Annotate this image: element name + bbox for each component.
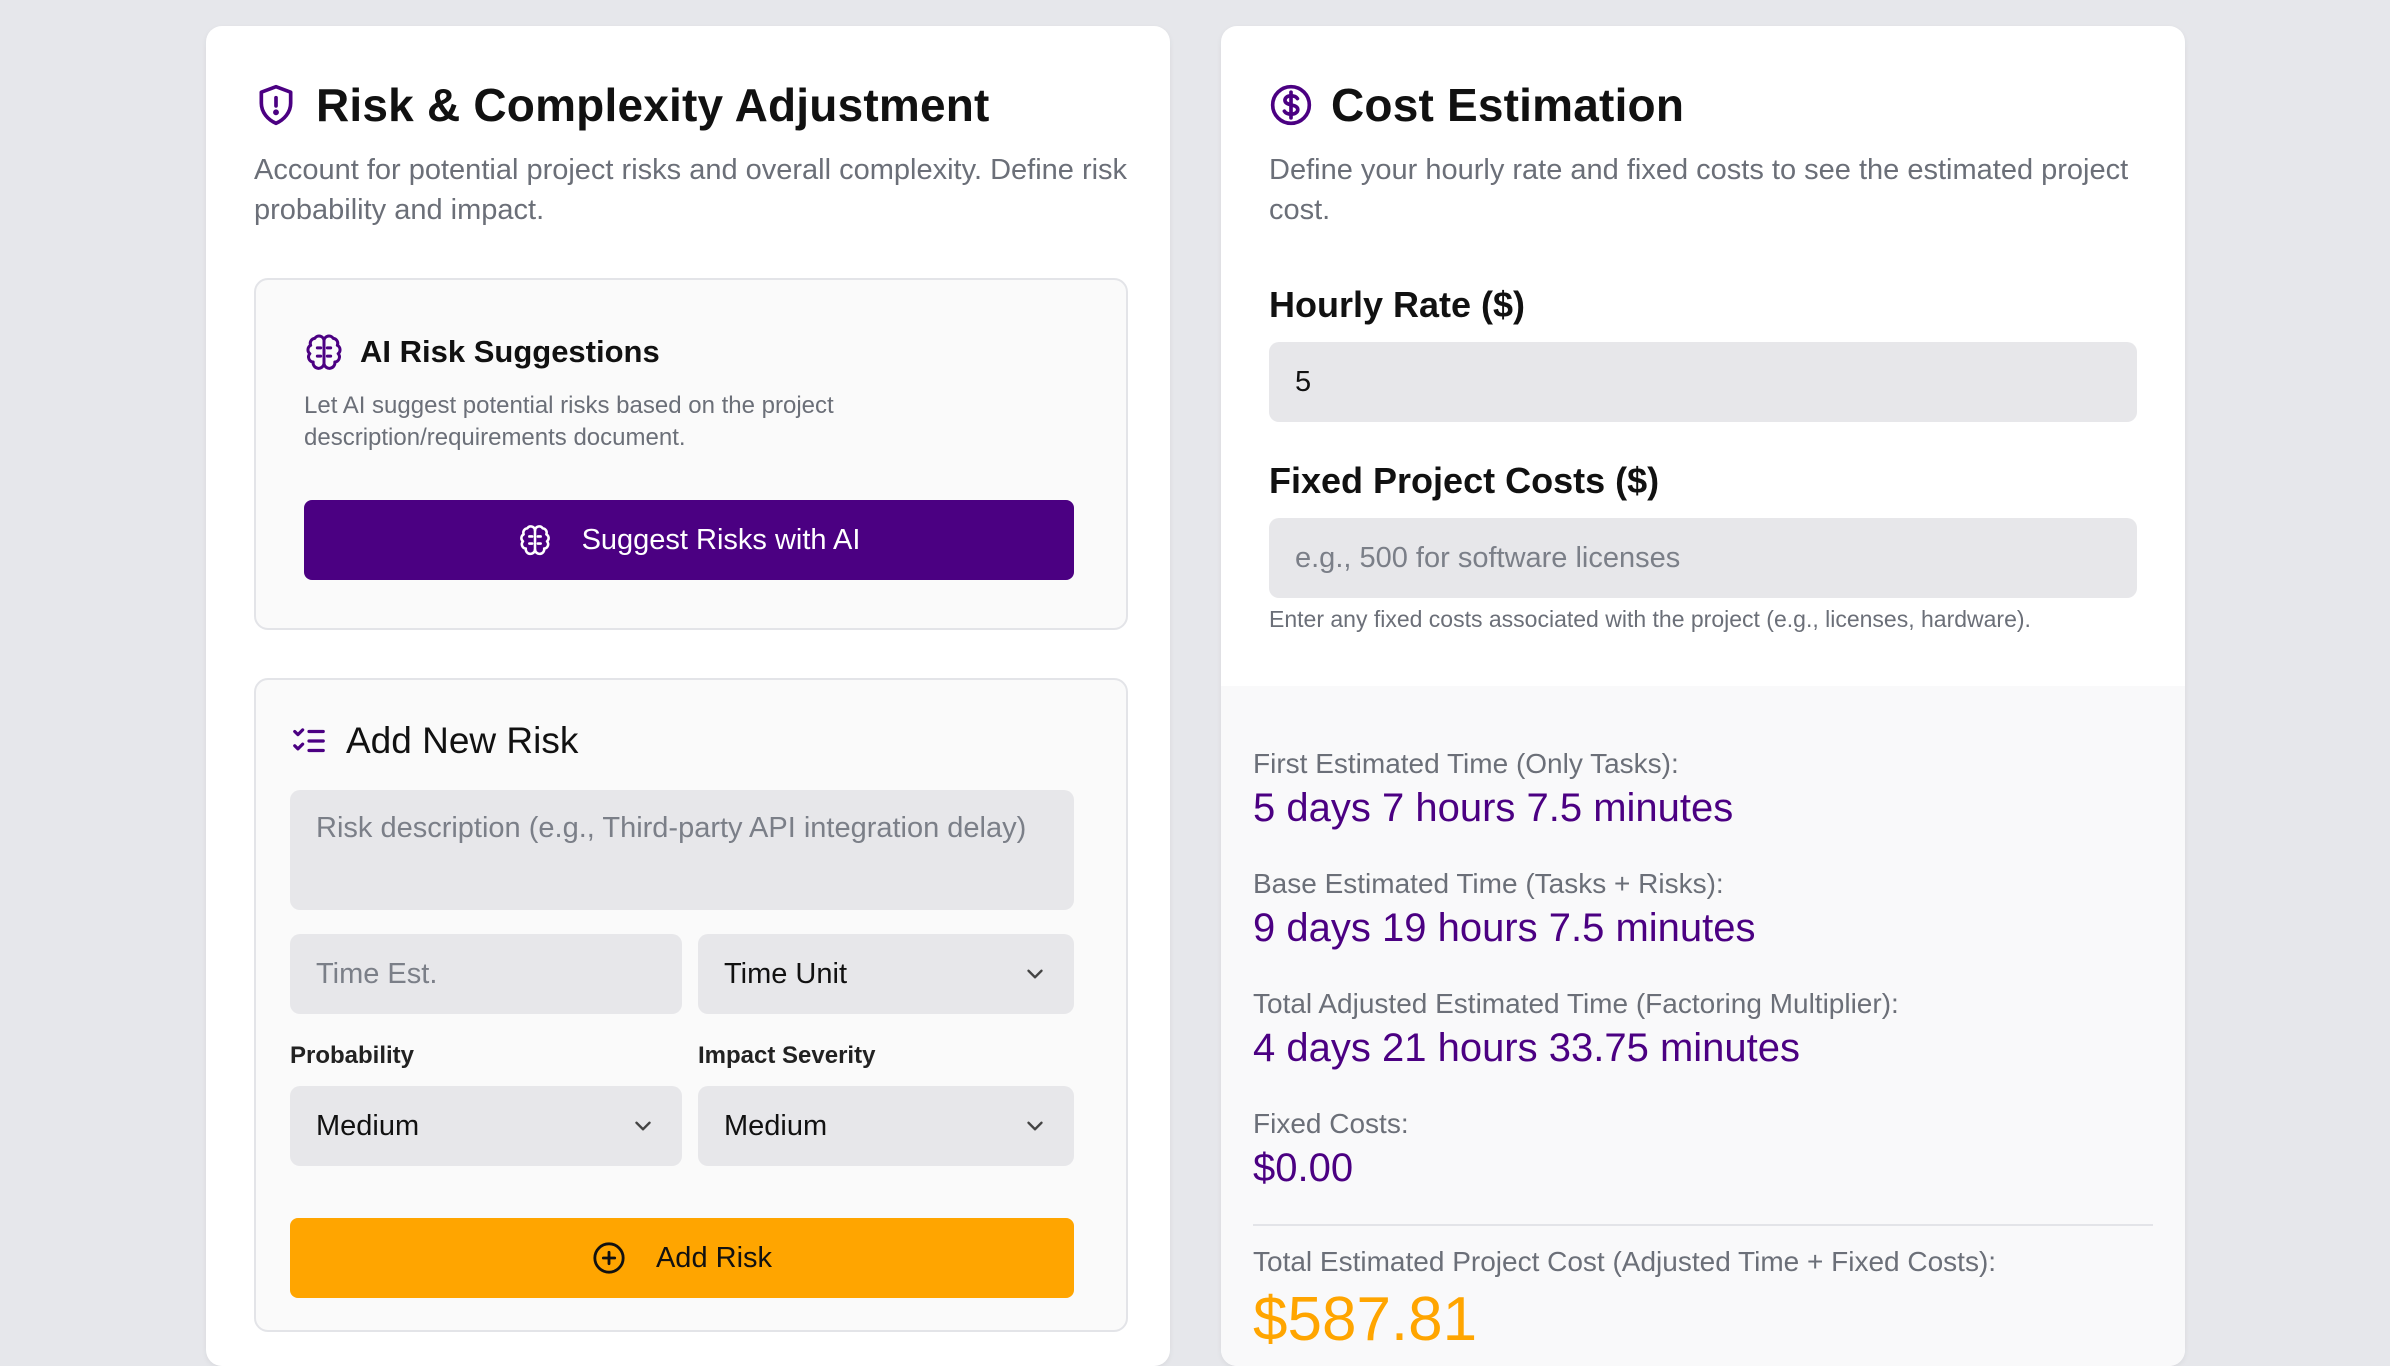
add-risk-header: Add New Risk — [290, 720, 578, 762]
probability-select[interactable]: Medium — [290, 1086, 682, 1166]
impact-severity-label: Impact Severity — [698, 1042, 876, 1069]
suggest-risks-button[interactable]: Suggest Risks with AI — [304, 500, 1074, 580]
first-estimate-label: First Estimated Time (Only Tasks): — [1253, 748, 1679, 779]
hourly-rate-value: 5 — [1295, 365, 1312, 398]
shield-alert-icon — [259, 84, 293, 126]
fixed-costs-hint: Enter any fixed costs associated with th… — [1269, 606, 2031, 632]
add-new-risk-panel: Add New Risk Risk description (e.g., Thi… — [254, 678, 1128, 1332]
time-unit-select[interactable]: Time Unit — [698, 934, 1074, 1014]
suggest-risks-label: Suggest Risks with AI — [581, 523, 861, 556]
impact-severity-value: Medium — [724, 1109, 828, 1142]
results-divider — [1253, 1224, 2153, 1226]
ai-risk-suggestions-panel: AI Risk Suggestions Let AI suggest poten… — [254, 278, 1128, 630]
probability-value: Medium — [316, 1109, 420, 1142]
risk-complexity-card: Risk & Complexity Adjustment Account for… — [206, 26, 1170, 1366]
plus-circle-icon — [593, 1242, 625, 1274]
chevron-down-icon — [635, 1121, 651, 1131]
cost-card-description: Define your hourly rate and fixed costs … — [1269, 154, 2129, 226]
total-cost-value: $587.81 — [1253, 1285, 1478, 1354]
hourly-rate-label: Hourly Rate ($) — [1269, 284, 1526, 325]
brain-icon — [519, 525, 550, 556]
risk-description-textarea[interactable]: Risk description (e.g., Third-party API … — [290, 790, 1074, 910]
fixed-costs-label: Fixed Project Costs ($) — [1269, 460, 1660, 501]
fixed-costs-result-label: Fixed Costs: — [1253, 1108, 1409, 1139]
list-checks-icon — [293, 728, 325, 753]
ai-panel-header: AI Risk Suggestions — [304, 332, 660, 372]
cost-card-header: Cost Estimation — [1269, 78, 1684, 132]
risk-card-header: Risk & Complexity Adjustment — [254, 78, 990, 132]
cost-estimation-card: Cost Estimation Define your hourly rate … — [1221, 26, 2185, 1366]
adjusted-estimate-label: Total Adjusted Estimated Time (Factoring… — [1253, 988, 1899, 1019]
first-estimate-value: 5 days 7 hours 7.5 minutes — [1253, 786, 1734, 830]
dollar-circle-icon — [1270, 84, 1312, 126]
cost-card-title: Cost Estimation — [1331, 79, 1685, 131]
total-cost-label: Total Estimated Project Cost (Adjusted T… — [1253, 1246, 1997, 1277]
time-unit-value: Time Unit — [724, 957, 847, 990]
time-estimate-input[interactable]: Time Est. — [290, 934, 682, 1014]
risk-description-placeholder: Risk description (e.g., Third-party API … — [316, 812, 1027, 844]
impact-severity-select[interactable]: Medium — [698, 1086, 1074, 1166]
time-estimate-placeholder: Time Est. — [316, 957, 438, 990]
chevron-down-icon — [1027, 1121, 1043, 1131]
add-risk-button[interactable]: Add Risk — [290, 1218, 1074, 1298]
risk-card-description: Account for potential project risks and … — [254, 154, 1128, 226]
base-estimate-value: 9 days 19 hours 7.5 minutes — [1253, 906, 1756, 950]
base-estimate-label: Base Estimated Time (Tasks + Risks): — [1253, 868, 1724, 899]
hourly-rate-input[interactable]: 5 — [1269, 342, 2137, 422]
fixed-costs-placeholder: e.g., 500 for software licenses — [1295, 541, 1681, 574]
add-risk-label: Add Risk — [655, 1241, 773, 1274]
brain-icon — [306, 334, 342, 370]
fixed-costs-input[interactable]: e.g., 500 for software licenses — [1269, 518, 2137, 598]
page-title: Risk & Complexity Adjustment — [316, 79, 990, 131]
estimate-results: First Estimated Time (Only Tasks): 5 day… — [1221, 686, 2185, 1366]
ai-panel-description: Let AI suggest potential risks based on … — [304, 392, 834, 451]
probability-label: Probability — [290, 1042, 415, 1069]
ai-panel-title: AI Risk Suggestions — [360, 334, 660, 369]
chevron-down-icon — [1027, 969, 1043, 979]
add-risk-title: Add New Risk — [346, 720, 579, 761]
adjusted-estimate-value: 4 days 21 hours 33.75 minutes — [1253, 1026, 1801, 1070]
fixed-costs-result-value: $0.00 — [1253, 1146, 1354, 1190]
